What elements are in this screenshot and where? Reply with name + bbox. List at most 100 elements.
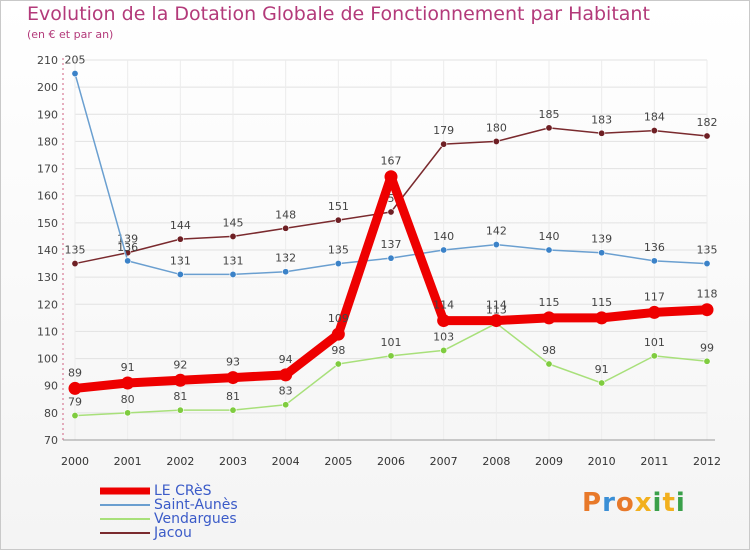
data-label-vendargues: 91 bbox=[595, 363, 609, 376]
data-label-jacou: 148 bbox=[275, 208, 296, 221]
data-point-le-cr-s bbox=[121, 376, 135, 390]
data-label-jacou: 180 bbox=[486, 121, 507, 134]
data-point-le-cr-s bbox=[173, 373, 187, 387]
data-point-vendargues bbox=[440, 346, 448, 354]
x-tick-label: 2005 bbox=[324, 455, 352, 468]
data-label-vendargues: 98 bbox=[542, 344, 556, 357]
x-tick-label: 2004 bbox=[272, 455, 300, 468]
data-point-jacou bbox=[703, 132, 711, 140]
chart-legend: LE CRèS Saint-Aunès Vendargues Jacou bbox=[100, 483, 238, 541]
y-tick-label: 180 bbox=[37, 135, 58, 148]
data-label-jacou: 183 bbox=[591, 113, 612, 126]
y-tick-label: 210 bbox=[37, 54, 58, 67]
data-label-le-cr-s: 117 bbox=[644, 290, 665, 303]
data-point-jacou bbox=[71, 260, 79, 268]
data-point-le-cr-s bbox=[647, 305, 661, 319]
data-label-vendargues: 101 bbox=[644, 336, 665, 349]
data-label-le-cr-s: 89 bbox=[68, 366, 82, 379]
data-label-saint-aun-s: 131 bbox=[223, 254, 244, 267]
data-point-le-cr-s bbox=[700, 303, 714, 317]
data-point-jacou bbox=[545, 124, 553, 132]
x-tick-label: 2011 bbox=[640, 455, 668, 468]
data-label-le-cr-s: 109 bbox=[328, 312, 349, 325]
data-label-jacou: 179 bbox=[433, 124, 454, 137]
x-tick-label: 2008 bbox=[482, 455, 510, 468]
x-tick-label: 2009 bbox=[535, 455, 563, 468]
data-label-vendargues: 79 bbox=[68, 396, 82, 409]
data-label-saint-aun-s: 205 bbox=[65, 54, 86, 67]
data-point-vendargues bbox=[650, 352, 658, 360]
data-point-le-cr-s bbox=[226, 371, 240, 385]
data-label-le-cr-s: 114 bbox=[433, 299, 454, 312]
data-point-vendargues bbox=[545, 360, 553, 368]
data-point-jacou bbox=[229, 232, 237, 240]
x-tick-label: 2001 bbox=[114, 455, 142, 468]
legend-item-saint-aunes: Saint-Aunès bbox=[100, 497, 238, 513]
data-point-jacou bbox=[492, 137, 500, 145]
data-point-jacou bbox=[176, 235, 184, 243]
data-label-saint-aun-s: 139 bbox=[591, 233, 612, 246]
data-point-saint-aun-s bbox=[71, 70, 79, 78]
x-tick-label: 2010 bbox=[588, 455, 616, 468]
data-point-le-cr-s bbox=[384, 170, 398, 184]
data-point-jacou bbox=[440, 140, 448, 148]
x-tick-label: 2000 bbox=[61, 455, 89, 468]
data-label-saint-aun-s: 140 bbox=[433, 230, 454, 243]
data-point-saint-aun-s bbox=[176, 270, 184, 278]
data-point-jacou bbox=[387, 208, 395, 216]
data-point-vendargues bbox=[71, 412, 79, 420]
legend-label-vendargues: Vendargues bbox=[154, 511, 237, 527]
data-point-saint-aun-s bbox=[282, 268, 290, 276]
data-label-vendargues: 98 bbox=[331, 344, 345, 357]
data-label-le-cr-s: 114 bbox=[486, 299, 507, 312]
data-point-jacou bbox=[282, 224, 290, 232]
data-point-saint-aun-s bbox=[334, 260, 342, 268]
chart-title: Evolution de la Dotation Globale de Fonc… bbox=[27, 3, 650, 25]
x-tick-label: 2002 bbox=[166, 455, 194, 468]
data-label-jacou: 135 bbox=[65, 244, 86, 257]
y-tick-label: 190 bbox=[37, 108, 58, 121]
x-tick-label: 2007 bbox=[430, 455, 458, 468]
data-label-vendargues: 83 bbox=[279, 385, 293, 398]
data-label-le-cr-s: 92 bbox=[173, 358, 187, 371]
data-label-jacou: 145 bbox=[223, 216, 244, 229]
data-label-le-cr-s: 91 bbox=[121, 361, 135, 374]
legend-label-jacou: Jacou bbox=[154, 525, 192, 541]
data-point-saint-aun-s bbox=[229, 270, 237, 278]
data-label-le-cr-s: 167 bbox=[381, 155, 402, 168]
data-point-le-cr-s bbox=[437, 314, 451, 328]
data-point-vendargues bbox=[282, 401, 290, 409]
data-label-le-cr-s: 115 bbox=[539, 296, 560, 309]
data-point-vendargues bbox=[334, 360, 342, 368]
data-label-jacou: 144 bbox=[170, 219, 191, 232]
data-label-vendargues: 80 bbox=[121, 393, 135, 406]
legend-item-jacou: Jacou bbox=[100, 525, 238, 541]
y-tick-label: 160 bbox=[37, 190, 58, 203]
data-label-saint-aun-s: 131 bbox=[170, 254, 191, 267]
data-point-jacou bbox=[334, 216, 342, 224]
data-point-le-cr-s bbox=[68, 381, 82, 395]
data-point-vendargues bbox=[176, 406, 184, 414]
data-label-jacou: 185 bbox=[539, 108, 560, 121]
y-tick-label: 200 bbox=[37, 81, 58, 94]
x-tick-label: 2012 bbox=[693, 455, 721, 468]
data-label-saint-aun-s: 137 bbox=[381, 238, 402, 251]
data-label-le-cr-s: 115 bbox=[591, 296, 612, 309]
data-label-vendargues: 113 bbox=[486, 303, 507, 316]
data-point-saint-aun-s bbox=[124, 257, 132, 265]
data-point-vendargues bbox=[387, 352, 395, 360]
data-label-le-cr-s: 118 bbox=[697, 288, 718, 301]
legend-item-le-cres: LE CRèS bbox=[100, 483, 238, 499]
data-point-saint-aun-s bbox=[492, 241, 500, 249]
y-tick-label: 90 bbox=[44, 380, 58, 393]
data-point-jacou bbox=[598, 129, 606, 137]
data-point-le-cr-s bbox=[489, 314, 503, 328]
y-tick-label: 150 bbox=[37, 217, 58, 230]
data-label-vendargues: 81 bbox=[173, 390, 187, 403]
y-tick-label: 170 bbox=[37, 163, 58, 176]
data-label-vendargues: 103 bbox=[433, 330, 454, 343]
x-tick-label: 2003 bbox=[219, 455, 247, 468]
data-point-saint-aun-s bbox=[703, 260, 711, 268]
data-point-vendargues bbox=[598, 379, 606, 387]
